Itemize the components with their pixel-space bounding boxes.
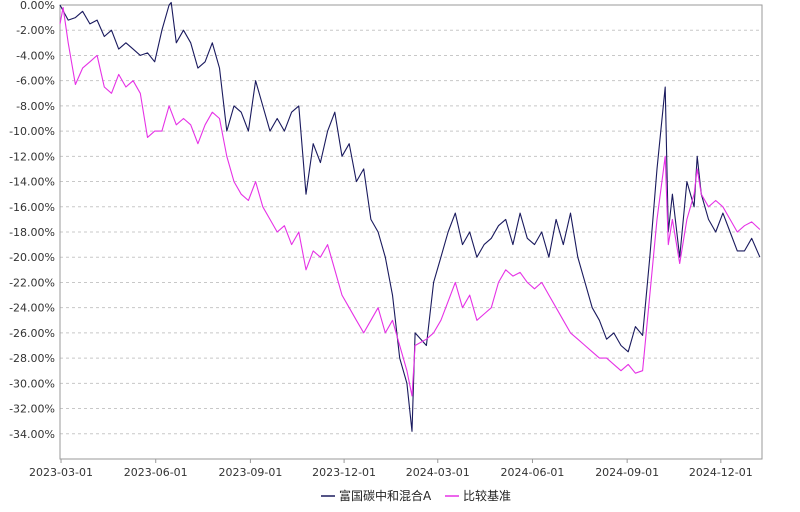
legend: 富国碳中和混合A 比较基准 bbox=[321, 488, 511, 503]
x-tick-label: 2024-03-01 bbox=[406, 466, 470, 479]
x-tick-label: 2024-12-01 bbox=[689, 466, 753, 479]
x-tick-label: 2024-06-01 bbox=[500, 466, 564, 479]
x-tick-label: 2024-09-01 bbox=[595, 466, 659, 479]
y-tick-label: -28.00% bbox=[9, 352, 55, 365]
y-tick-label: -34.00% bbox=[9, 428, 55, 441]
y-tick-label: -16.00% bbox=[9, 201, 55, 214]
y-tick-label: -2.00% bbox=[16, 24, 55, 37]
y-tick-label: -4.00% bbox=[16, 49, 55, 62]
legend-label-1: 富国碳中和混合A bbox=[339, 488, 432, 503]
series-lines bbox=[59, 1, 761, 432]
x-tick-label: 2023-06-01 bbox=[124, 466, 188, 479]
y-axis-ticks: 0.00% -2.00% -4.00% -6.00% -8.00% -10.00% -12.… bbox=[9, 0, 55, 441]
y-tick-label: -14.00% bbox=[9, 176, 55, 189]
legend-label-2: 比较基准 bbox=[463, 488, 511, 503]
y-tick-label: -8.00% bbox=[16, 100, 55, 113]
y-tick-label: -20.00% bbox=[9, 251, 55, 264]
x-tick-label: 2023-12-01 bbox=[312, 466, 376, 479]
x-tick-label: 2023-03-01 bbox=[29, 466, 93, 479]
y-tick-label: -6.00% bbox=[16, 75, 55, 88]
y-tick-label: -10.00% bbox=[9, 125, 55, 138]
x-axis-ticks: 2023-03-01 2023-06-01 2023-09-01 2023-12-01… bbox=[29, 459, 753, 479]
series-line-2 bbox=[59, 6, 761, 397]
y-tick-label: -22.00% bbox=[9, 276, 55, 289]
x-tick-label: 2023-09-01 bbox=[218, 466, 282, 479]
y-tick-label: -12.00% bbox=[9, 150, 55, 163]
y-tick-label: -24.00% bbox=[9, 302, 55, 315]
series-line-1 bbox=[59, 1, 761, 432]
y-tick-label: -30.00% bbox=[9, 377, 55, 390]
y-tick-label: 0.00% bbox=[20, 0, 55, 12]
plot-area-frame bbox=[59, 4, 763, 460]
y-tick-label: -18.00% bbox=[9, 226, 55, 239]
y-tick-label: -32.00% bbox=[9, 403, 55, 416]
y-tick-label: -26.00% bbox=[9, 327, 55, 340]
